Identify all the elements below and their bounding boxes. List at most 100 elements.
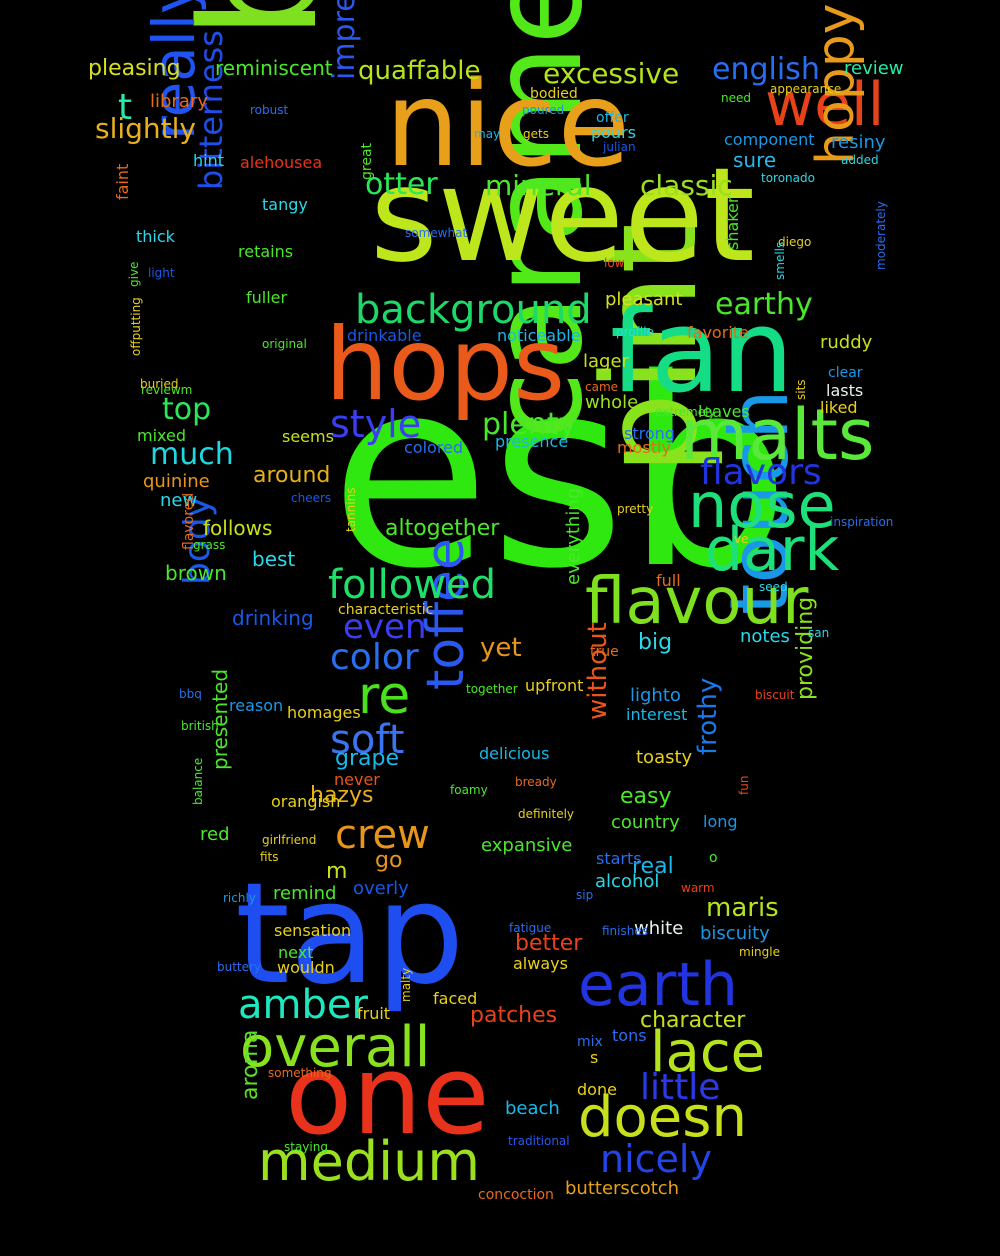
word-plenty: plenty — [482, 407, 577, 442]
word-poured: poured — [522, 103, 565, 117]
word-slightly: slightly — [95, 112, 196, 145]
word-appearance: appearance — [770, 82, 842, 96]
word-doesn: doesn — [578, 1085, 747, 1150]
word-m: m — [326, 859, 348, 884]
word-malts: malts — [680, 394, 875, 476]
word-concoction: concoction — [478, 1187, 554, 1203]
word-nose: nose — [688, 469, 836, 542]
word-overly: overly — [353, 878, 409, 899]
word-pleasing: pleasing — [88, 56, 181, 81]
word-re: re — [358, 666, 411, 726]
word-tons: tons — [612, 1026, 647, 1045]
word-mostly: mostly — [617, 438, 671, 457]
word-warm: warm — [681, 881, 715, 895]
word-excessive: excessive — [543, 57, 680, 90]
word-orangish: orangish — [271, 792, 341, 811]
word-buttery: buttery — [217, 960, 262, 974]
word-light: light — [148, 266, 175, 280]
word-crew: crew — [335, 812, 430, 858]
word-full: full — [656, 571, 681, 590]
word-true: true — [590, 644, 619, 660]
word-starts: starts — [596, 849, 642, 868]
word-brown: brown — [165, 561, 227, 585]
word-pours: pours — [591, 123, 636, 142]
word-red: red — [200, 824, 230, 845]
word-real: real — [632, 854, 674, 879]
word-pretty: pretty — [617, 502, 654, 516]
word-earthy: earthy — [715, 287, 813, 322]
word-yet: yet — [480, 633, 522, 663]
word-may: may — [474, 127, 501, 141]
word-seed: seed — [759, 580, 788, 594]
word-reminiscent: reminiscent — [215, 56, 333, 80]
word-biscuit: biscuit — [755, 688, 795, 702]
word-english: english — [712, 52, 820, 87]
word-biscuity: biscuity — [700, 923, 770, 944]
word-give: give — [127, 261, 141, 287]
word-reviewm: reviewm — [141, 383, 193, 397]
word-thick: thick — [136, 227, 175, 246]
word-robust: robust — [250, 103, 289, 117]
word-presence: presence — [495, 432, 569, 451]
word-moderately: moderately — [874, 201, 888, 270]
word-traditional: traditional — [508, 1134, 570, 1148]
word-drinking: drinking — [232, 606, 314, 630]
word-go: go — [375, 848, 403, 873]
word-lace: lace — [650, 1020, 766, 1085]
word-follows: follows — [203, 516, 273, 540]
word-grass: grass — [193, 538, 226, 552]
word-always: always — [513, 954, 568, 973]
word-reason: reason — [229, 696, 284, 715]
word-without: without — [583, 622, 613, 720]
word-alcohol: alcohol — [595, 871, 660, 892]
word-nicely: nicely — [600, 1137, 712, 1181]
word-bodied: bodied — [530, 86, 578, 102]
word-flavors: flavors — [700, 452, 822, 493]
word-esb: esb — [330, 324, 791, 626]
word-sits: sits — [794, 379, 808, 400]
word-much: much — [150, 437, 234, 472]
word-offer: offer — [596, 110, 629, 126]
word-came: came — [585, 380, 619, 394]
word-favorite: favorite — [687, 323, 749, 342]
word-frothy: frothy — [693, 677, 723, 755]
word-style: style — [330, 402, 422, 446]
word-long: long — [703, 812, 738, 831]
word-alehousea: alehousea — [240, 153, 323, 172]
word-overall: overall — [240, 1015, 431, 1080]
word-hops: hops — [325, 306, 566, 423]
word-fruit: fruit — [357, 1004, 391, 1023]
word-mingle: mingle — [739, 945, 780, 959]
word-big: big — [638, 630, 673, 655]
word-delicious: delicious — [479, 744, 550, 763]
word-bbq: bbq — [179, 687, 202, 701]
word-diego: diego — [778, 235, 812, 249]
word-patches: patches — [470, 1003, 558, 1028]
word-british: british — [181, 719, 219, 733]
word-new: new — [160, 490, 198, 511]
word-malty: malty — [399, 967, 413, 1002]
word-finishes: finishes — [602, 924, 648, 938]
word-girlfriend: girlfriend — [262, 833, 317, 847]
word-leaves: leaves — [698, 402, 750, 421]
word-background: background — [355, 287, 592, 333]
word-white: white — [634, 918, 684, 939]
word-amber: amber — [238, 982, 368, 1028]
word-foamy: foamy — [450, 783, 488, 797]
word-flavour: flavour — [585, 565, 809, 639]
word-fun: fun — [737, 775, 751, 795]
word-liked: liked — [820, 398, 858, 417]
word-beach: beach — [505, 1098, 560, 1119]
word-tap: tap — [235, 853, 465, 1016]
word-bready: bready — [515, 775, 557, 789]
word-little: little — [640, 1067, 721, 1108]
word-something: something — [268, 1066, 332, 1080]
word-mixed: mixed — [137, 426, 187, 445]
word-component: component — [724, 130, 815, 149]
word-drinkable: drinkable — [347, 326, 422, 345]
word-interest: interest — [626, 705, 688, 724]
word-pleasant: pleasant — [605, 289, 683, 310]
word-quaffable: quaffable — [358, 56, 481, 86]
word-low: low — [604, 256, 625, 270]
word-quinine: quinine — [143, 471, 210, 492]
